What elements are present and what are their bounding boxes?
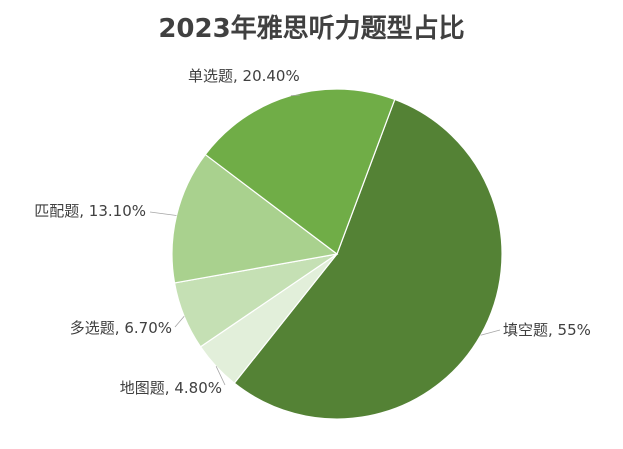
leader-multiple-choice — [174, 315, 185, 328]
label-single-choice: 单选题, 20.40% — [188, 67, 300, 85]
slice-matching — [171, 153, 339, 284]
leader-map — [215, 366, 226, 386]
label-fill-blank: 填空题, 55% — [503, 321, 591, 339]
leader-single-choice — [290, 94, 301, 96]
leader-fill-blank — [480, 329, 501, 336]
label-multiple-choice: 多选题, 6.70% — [70, 319, 172, 337]
leader-matching — [149, 211, 177, 216]
label-matching: 匹配题, 13.10% — [34, 202, 146, 220]
chart-title: 2023年雅思听力题型占比 — [158, 14, 465, 44]
label-map: 地图题, 4.80% — [120, 379, 222, 397]
